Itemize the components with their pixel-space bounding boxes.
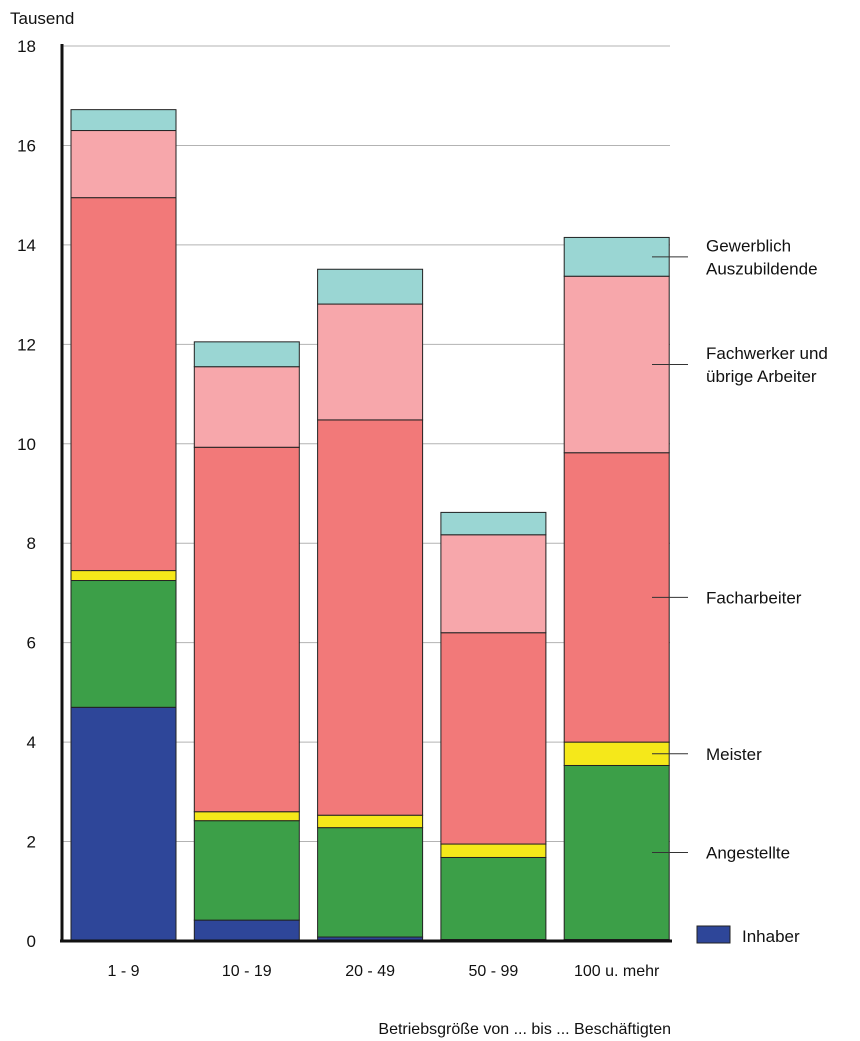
x-tick-label: 50 - 99: [468, 963, 518, 980]
bar-segment-6-3: [317, 268, 424, 305]
y-tick-label: 14: [17, 236, 36, 255]
bar-segment-3-2: [193, 811, 300, 822]
legend-label-4: Facharbeiter: [706, 588, 802, 607]
legend-label-line: Auszubildende: [706, 259, 818, 278]
bar-segment-6-2: [193, 341, 300, 368]
bar-segment-6-1: [70, 109, 177, 132]
y-tick-label: 8: [27, 534, 36, 553]
bar-segment-4-2: [193, 446, 300, 813]
y-tick-label: 12: [17, 335, 36, 354]
x-tick-label: 100 u. mehr: [574, 963, 660, 980]
y-tick-label: 0: [27, 932, 36, 951]
axes: [60, 44, 672, 943]
bar-segment-3-3: [317, 814, 424, 829]
bar-segment-3-1: [70, 570, 177, 582]
x-tick-label: 20 - 49: [345, 963, 395, 980]
bar-segment-5-5: [563, 275, 670, 454]
y-tick-labels: 0 2 4 6 8 10 12 14 16 18: [17, 37, 36, 951]
legend-swatch-1: [696, 925, 731, 944]
bar-segment-2-3: [317, 827, 424, 938]
bar-segment-4-1: [70, 197, 177, 572]
x-tick-label: 10 - 19: [222, 963, 272, 980]
bar-segment-2-4: [440, 856, 547, 941]
legend-label-3: Meister: [706, 745, 762, 764]
bar-segment-1-1: [70, 706, 177, 942]
x-tick-labels: 1 - 9 10 - 19 20 - 49 50 - 99 100 u. mehr: [107, 963, 660, 980]
x-tick-label: 1 - 9: [107, 963, 139, 980]
legend-label-1: Inhaber: [742, 927, 800, 946]
legend-label-5: Fachwerker und übrige Arbeiter: [706, 344, 828, 386]
legend-label-line: Gewerblich: [706, 236, 791, 255]
bars: [70, 109, 670, 942]
bar-segment-2-1: [70, 580, 177, 708]
legend: Inhaber Angestellte Meister Facharbeiter Fac…: [652, 236, 828, 946]
legend-label-6: Gewerblich Auszubildende: [706, 236, 818, 278]
x-axis-title: Betriebsgröße von ... bis ... Beschäftig…: [378, 1021, 671, 1038]
y-tick-label: 4: [27, 733, 36, 752]
y-tick-label: 6: [27, 634, 36, 653]
bar-segment-4-5: [563, 452, 670, 743]
y-tick-label: 2: [27, 833, 36, 852]
bar-segment-5-2: [193, 366, 300, 448]
bar-segment-6-4: [440, 511, 547, 536]
bar-segment-3-4: [440, 843, 547, 858]
unit-label: Tausend: [10, 9, 74, 28]
bar-segment-5-4: [440, 534, 547, 634]
bar-segment-4-4: [440, 632, 547, 845]
legend-label-line: Fachwerker und: [706, 344, 828, 363]
legend-label-2: Angestellte: [706, 843, 790, 862]
y-tick-label: 18: [17, 37, 36, 56]
y-tick-label: 10: [17, 435, 36, 454]
bar-segment-1-2: [193, 919, 300, 942]
bar-segment-5-3: [317, 303, 424, 421]
bar-segment-2-2: [193, 820, 300, 921]
bar-segment-5-1: [70, 130, 177, 199]
legend-label-line: übrige Arbeiter: [706, 367, 817, 386]
bar-segment-4-3: [317, 419, 424, 816]
y-tick-label: 16: [17, 136, 36, 155]
